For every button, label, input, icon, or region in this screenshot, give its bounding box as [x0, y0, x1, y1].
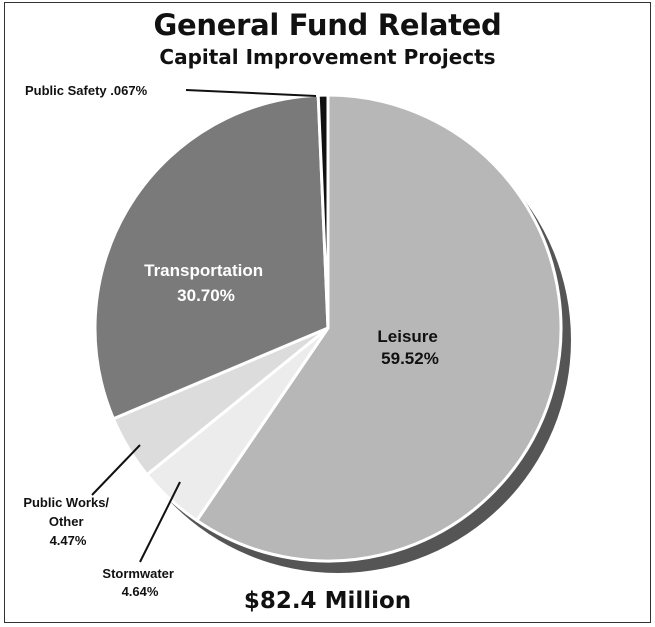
svg-text:Stormwater 4.64%: Stormwater 4.64% — [102, 566, 177, 599]
pie-slice-public-safety — [316, 93, 330, 330]
label-stormwater-name: Stormwater — [102, 566, 174, 581]
leader-public-safety — [185, 89, 317, 97]
svg-text:Public Works/ Other 4.: Public Works/ Other 4.47% — [23, 495, 112, 548]
svg-text:Leisure 59.52%: Leisure 59.52% — [377, 327, 442, 368]
total-amount: $82.4 Million — [243, 588, 412, 614]
leader-stormwater — [139, 481, 181, 563]
chart-subtitle: Capital Improvement Projects — [159, 45, 496, 69]
label-public-safety: Public Safety .067% — [25, 83, 148, 98]
label-public-works-name-2: Other — [49, 514, 84, 529]
label-public-safety-value: .067% — [110, 83, 147, 98]
label-leisure-value: 59.52% — [381, 349, 439, 368]
svg-text:Transportation 30.70%: Transportation 30.70% — [144, 261, 268, 305]
label-public-works-name-1: Public Works/ — [23, 495, 109, 510]
label-stormwater-value: 4.64% — [122, 584, 159, 599]
leader-public-works — [91, 444, 141, 496]
pie-slice-leisure — [195, 93, 563, 563]
label-public-works-value: 4.47% — [50, 533, 87, 548]
label-leisure-name: Leisure — [377, 327, 437, 346]
chart-title: General Fund Related — [153, 8, 502, 42]
label-transportation-value: 30.70% — [177, 286, 235, 305]
label-public-safety-name: Public Safety — [25, 83, 107, 98]
label-transportation-name: Transportation — [144, 261, 263, 280]
pie-slice-transportation — [93, 93, 330, 421]
